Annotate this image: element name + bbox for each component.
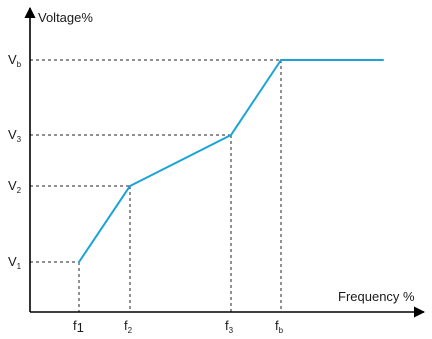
- tick-label-V2: V2: [8, 178, 22, 195]
- tick-label-Vb: Vb: [8, 52, 22, 69]
- tick-label-V3: V3: [8, 127, 22, 144]
- data-points: [78, 59, 384, 263]
- data-point-3: [280, 59, 282, 61]
- tick-label-f3: f3: [225, 318, 234, 335]
- tick-label-V1: V1: [8, 254, 22, 271]
- tick-label-fb: fb: [275, 318, 284, 335]
- data-point-0: [78, 261, 80, 263]
- guide-lines: [30, 59, 282, 312]
- y-axis-title: Voltage%: [38, 10, 93, 25]
- tick-label-f2: f2: [124, 318, 133, 335]
- tick-label-f1: f1: [73, 318, 84, 335]
- data-point-4: [382, 59, 384, 61]
- y-tick-labels: V1 V2 V3 Vb: [8, 52, 22, 271]
- data-point-1: [129, 185, 131, 187]
- x-tick-labels: f1 f2 f3 fb: [73, 318, 284, 335]
- data-point-2: [230, 134, 232, 136]
- x-axis-title: Frequency %: [338, 289, 415, 304]
